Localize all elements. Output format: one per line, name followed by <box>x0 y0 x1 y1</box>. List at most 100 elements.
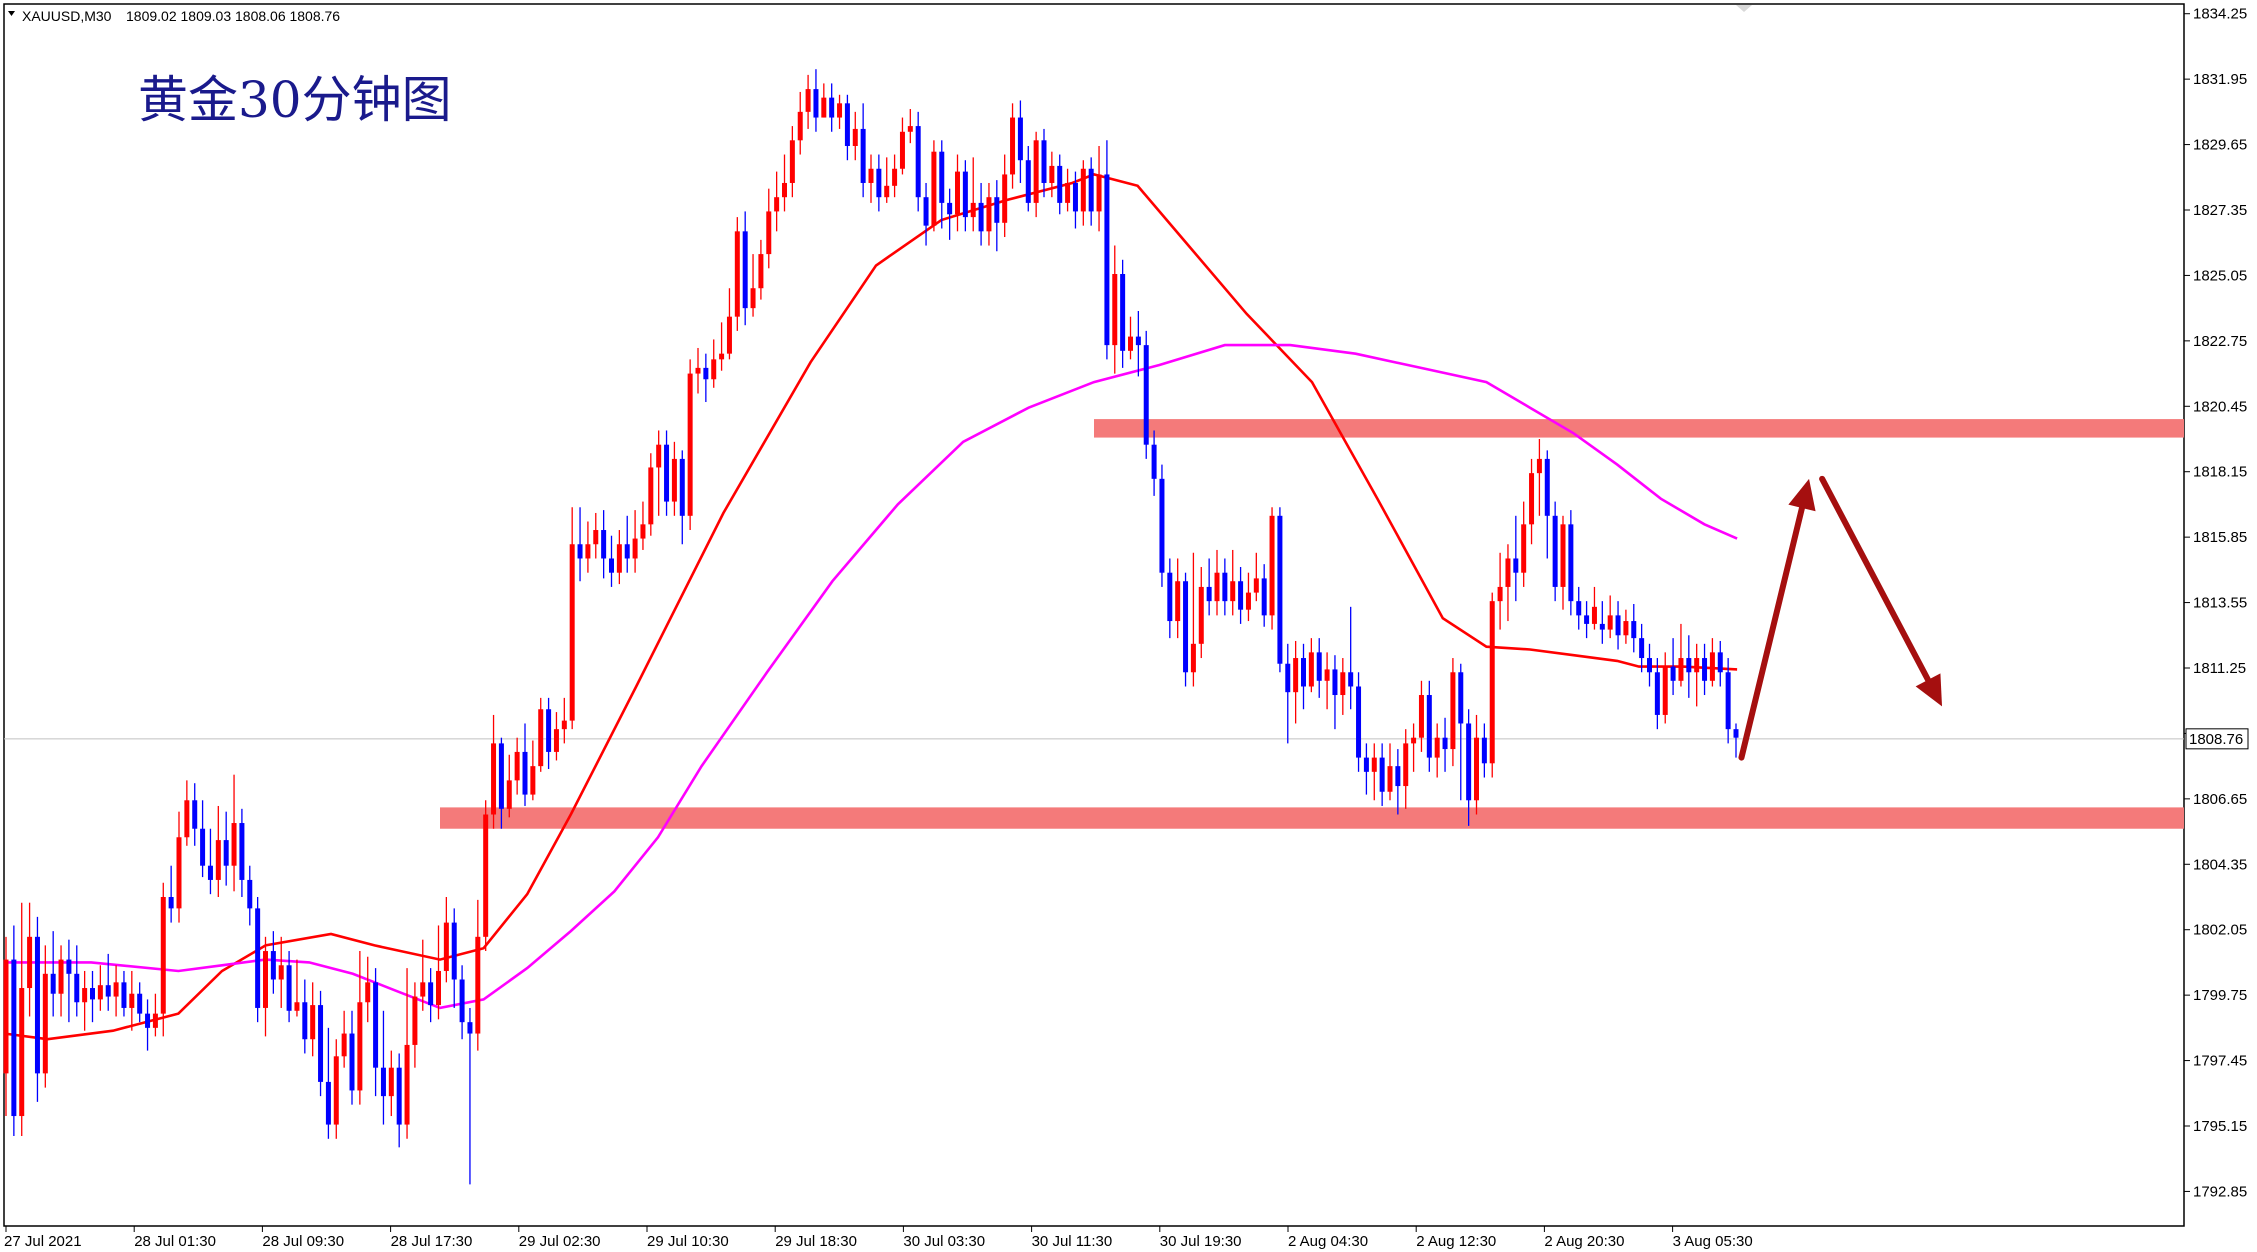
bull-candle <box>1497 586 1503 602</box>
bull-candle <box>1411 737 1417 744</box>
bear-candle <box>522 751 528 795</box>
bear-candle <box>207 865 213 880</box>
bear-candle <box>844 103 850 146</box>
forecast-arrow-1 <box>1738 478 1816 761</box>
bull-candle <box>1293 658 1299 693</box>
bear-candle <box>1379 757 1385 792</box>
bear-candle <box>1356 686 1362 758</box>
bull-candle <box>797 111 803 141</box>
bull-candle <box>27 936 33 989</box>
bull-candle <box>475 936 481 1034</box>
bear-candle <box>1639 638 1645 659</box>
bear-candle <box>428 982 434 1006</box>
bull-candle <box>821 97 827 118</box>
zones <box>440 419 2184 829</box>
bear-candle <box>66 959 72 974</box>
bear-candle <box>90 988 95 1000</box>
bull-candle <box>1607 615 1613 630</box>
bear-candle <box>1159 478 1165 573</box>
arrow-shaft <box>1819 475 1933 687</box>
time-axis: 27 Jul 2021 28 Jul 01:30 28 Jul 09:30 28 Ju… <box>4 1226 1753 1250</box>
bear-candle <box>1167 572 1173 622</box>
price-tick-label: 1806.65 <box>2193 791 2247 808</box>
bear-candle <box>1733 729 1739 738</box>
bear-candle <box>742 231 748 309</box>
bear-candle <box>923 197 929 226</box>
price-tick-label: 1834.25 <box>2193 6 2247 23</box>
bull-candle <box>1418 695 1424 738</box>
bear-candle <box>1104 174 1110 346</box>
bull-candle <box>506 780 512 809</box>
bear-candle <box>137 993 143 1014</box>
bear-candle <box>609 558 614 573</box>
bull-candle <box>42 973 48 1074</box>
forecast-arrows <box>1738 475 1943 761</box>
bull-candle <box>750 288 756 309</box>
bull-candle <box>1709 652 1715 681</box>
bear-candle <box>1143 345 1149 445</box>
price-tick-label: 1802.05 <box>2193 922 2247 939</box>
price-tick-label: 1825.05 <box>2193 267 2247 284</box>
bear-candle <box>145 1013 151 1028</box>
bull-candle <box>19 988 25 1117</box>
bull-candle <box>711 359 717 380</box>
bull-candle <box>1536 458 1542 474</box>
bull-candle <box>907 126 913 132</box>
bull-candle <box>719 353 725 360</box>
bear-candle <box>1466 723 1472 801</box>
price-tick-label: 1799.75 <box>2193 987 2247 1004</box>
price-tick-label: 1818.15 <box>2193 464 2247 481</box>
bull-candle <box>160 897 166 1014</box>
bear-candle <box>1584 615 1590 624</box>
bear-candle <box>121 982 127 1008</box>
time-tick-label: 28 Jul 01:30 <box>134 1233 216 1250</box>
bear-candle <box>459 979 465 1023</box>
bear-candle <box>813 89 819 118</box>
bull-candle <box>1694 658 1700 673</box>
bull-candle <box>837 103 843 118</box>
bear-candle <box>1395 766 1401 787</box>
price-tick-label: 1822.75 <box>2193 333 2247 350</box>
bear-candle <box>601 530 607 559</box>
scroll-marker-icon[interactable] <box>1736 5 1752 12</box>
bear-candle <box>1332 669 1338 696</box>
bear-candle <box>1725 672 1731 730</box>
bull-candle <box>491 743 497 815</box>
forecast-arrow-2 <box>1819 475 1943 707</box>
bull-candle <box>970 202 976 218</box>
bear-candle <box>1544 458 1550 516</box>
bear-candle <box>1238 581 1244 610</box>
bull-candle <box>365 982 371 1003</box>
price-tick-label: 1831.95 <box>2193 71 2247 88</box>
bull-candle <box>734 231 740 317</box>
price-axis: 1834.25 1831.95 1829.65 1827.35 1825.05 1822.… <box>2184 6 2249 1200</box>
bull-candle <box>892 168 898 186</box>
bull-candle <box>805 89 811 112</box>
bull-candle <box>774 197 780 212</box>
bear-candle <box>1631 621 1637 639</box>
bull-candle <box>1324 669 1330 681</box>
dropdown-triangle-icon[interactable] <box>8 11 15 16</box>
bull-candle <box>1096 174 1102 212</box>
bear-candle <box>978 202 984 232</box>
candles <box>3 69 1739 1185</box>
bear-candle <box>396 1067 402 1125</box>
bear-candle <box>302 1002 308 1040</box>
bear-candle <box>200 828 206 866</box>
time-tick-label: 28 Jul 17:30 <box>391 1233 473 1250</box>
price-tick-label: 1829.65 <box>2193 137 2247 154</box>
time-tick-label: 29 Jul 10:30 <box>647 1233 729 1250</box>
bear-candle <box>325 1081 331 1125</box>
bear-candle <box>1025 160 1031 203</box>
bull-candle <box>726 316 732 354</box>
bull-candle <box>1080 168 1086 212</box>
bear-candle <box>1615 615 1621 636</box>
bear-candle <box>270 951 276 980</box>
bull-candle <box>1128 336 1133 351</box>
bull-candle <box>569 544 575 721</box>
bull-candle <box>671 458 677 502</box>
bear-candle <box>373 982 379 1068</box>
bear-candle <box>664 444 670 502</box>
bull-candle <box>436 970 441 1006</box>
